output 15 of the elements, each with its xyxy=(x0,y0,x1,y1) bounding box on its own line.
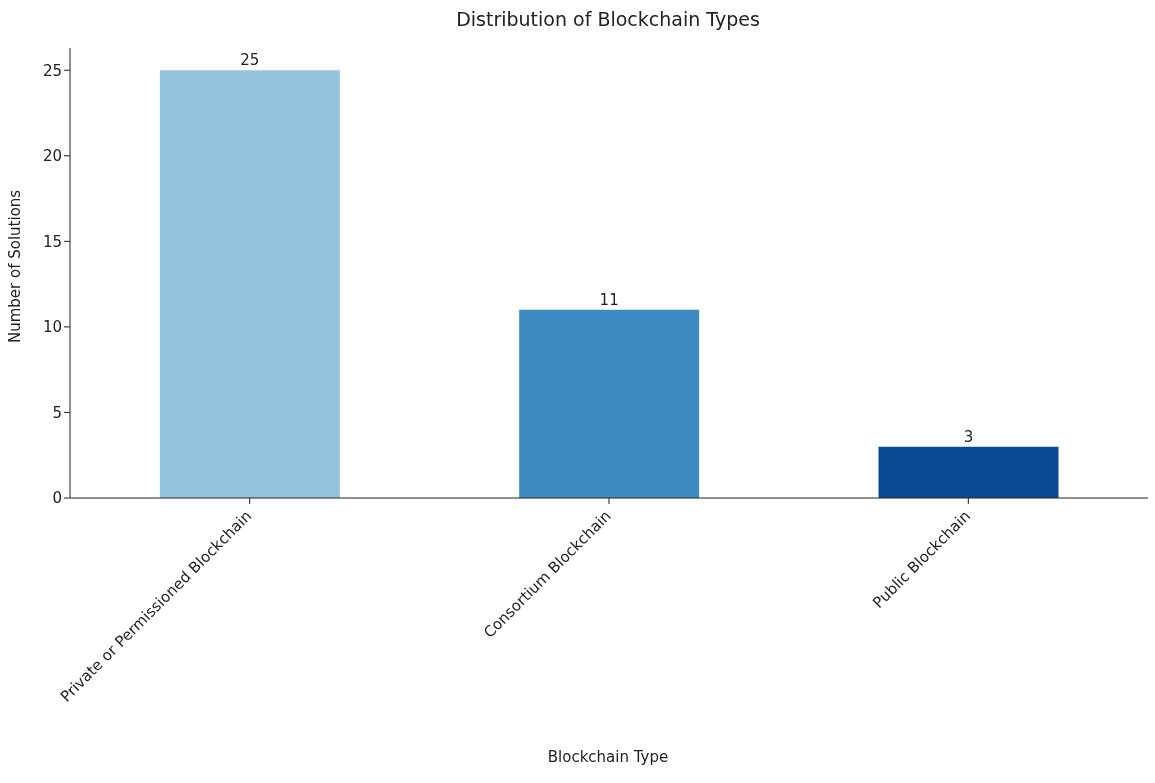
bar xyxy=(519,309,700,498)
y-tick-label: 25 xyxy=(42,61,62,80)
data-label: 3 xyxy=(963,427,974,446)
y-axis-title: Number of Solutions xyxy=(6,189,25,343)
chart-title: Distribution of Blockchain Types xyxy=(455,8,761,32)
y-tick-label: 15 xyxy=(42,232,62,251)
y-tick-label: 0 xyxy=(52,489,62,508)
y-tick-label: 5 xyxy=(52,403,62,422)
y-tick-label: 20 xyxy=(42,147,62,166)
bar xyxy=(159,70,340,498)
y-tick-label: 10 xyxy=(42,318,62,337)
data-label: 11 xyxy=(599,290,619,309)
bar xyxy=(878,446,1059,498)
x-axis-title: Blockchain Type xyxy=(546,748,670,766)
data-label: 25 xyxy=(240,51,260,70)
